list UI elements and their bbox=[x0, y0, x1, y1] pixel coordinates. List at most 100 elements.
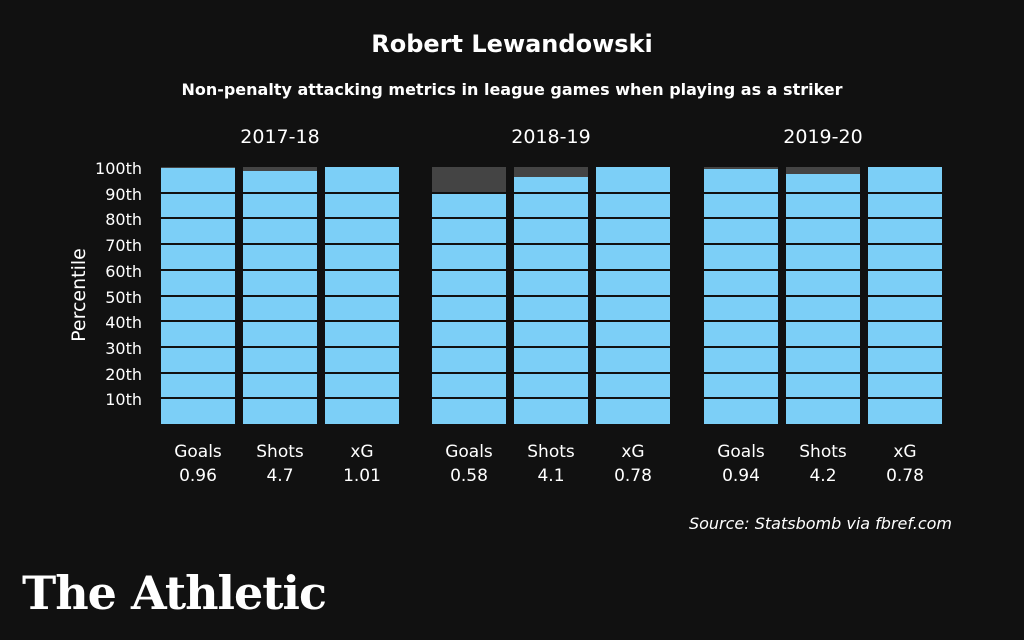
gridline bbox=[596, 320, 670, 323]
y-tick-label: 90th bbox=[105, 184, 142, 204]
gridline bbox=[704, 243, 778, 246]
gridline bbox=[514, 191, 588, 194]
source-note: Source: Statsbomb via fbref.com bbox=[688, 514, 952, 533]
gridline bbox=[325, 243, 399, 246]
bar-shots-2017-18 bbox=[243, 167, 317, 424]
gridline bbox=[243, 345, 317, 348]
chart-subtitle: Non-penalty attacking metrics in league … bbox=[181, 80, 843, 99]
metric-name: Shots bbox=[527, 442, 575, 462]
gridline bbox=[243, 371, 317, 374]
y-tick-label: 20th bbox=[105, 364, 142, 384]
gridline bbox=[704, 268, 778, 271]
bar-goals-2017-18 bbox=[161, 167, 235, 424]
y-tick-label: 50th bbox=[105, 287, 142, 307]
gridline bbox=[596, 268, 670, 271]
gridline bbox=[786, 345, 860, 348]
gridline bbox=[325, 371, 399, 374]
y-tick-label: 60th bbox=[105, 261, 142, 281]
gridline bbox=[868, 397, 942, 400]
bar-shots-2019-20 bbox=[786, 167, 860, 424]
gridline bbox=[868, 345, 942, 348]
gridline bbox=[243, 243, 317, 246]
gridline bbox=[325, 320, 399, 323]
the-athletic-logo: The Athletic bbox=[22, 566, 327, 620]
gridline bbox=[514, 243, 588, 246]
gridline bbox=[786, 191, 860, 194]
season-label: 2017-18 bbox=[240, 126, 320, 148]
bar-goals-2018-19 bbox=[432, 167, 506, 424]
gridline bbox=[325, 397, 399, 400]
gridline bbox=[704, 294, 778, 297]
gridline bbox=[432, 268, 506, 271]
gridline bbox=[432, 371, 506, 374]
gridline bbox=[243, 217, 317, 220]
metric-value: 0.96 bbox=[179, 466, 217, 486]
gridline bbox=[325, 345, 399, 348]
gridline bbox=[432, 294, 506, 297]
metric-value: 1.01 bbox=[343, 466, 381, 486]
gridline bbox=[704, 191, 778, 194]
gridline bbox=[596, 243, 670, 246]
gridline bbox=[786, 320, 860, 323]
gridline bbox=[786, 217, 860, 220]
gridline bbox=[325, 268, 399, 271]
bar-shots-2018-19 bbox=[514, 167, 588, 424]
gridline bbox=[786, 371, 860, 374]
bar-xg-2018-19 bbox=[596, 167, 670, 424]
metric-value: 0.94 bbox=[722, 466, 760, 486]
metric-name: xG bbox=[621, 442, 645, 462]
bar-fill bbox=[243, 170, 317, 424]
gridline bbox=[161, 294, 235, 297]
gridline bbox=[704, 217, 778, 220]
season-label: 2019-20 bbox=[783, 126, 863, 148]
gridline bbox=[432, 217, 506, 220]
gridline bbox=[432, 243, 506, 246]
gridline bbox=[161, 243, 235, 246]
gridline bbox=[868, 243, 942, 246]
gridline bbox=[514, 371, 588, 374]
gridline bbox=[161, 345, 235, 348]
y-tick-label: 80th bbox=[105, 210, 142, 230]
metric-name: Goals bbox=[174, 442, 222, 462]
metric-name: xG bbox=[893, 442, 917, 462]
gridline bbox=[786, 397, 860, 400]
metric-name: Shots bbox=[256, 442, 304, 462]
gridline bbox=[704, 397, 778, 400]
gridline bbox=[161, 217, 235, 220]
gridline bbox=[704, 320, 778, 323]
metric-value: 4.2 bbox=[809, 466, 837, 486]
gridline bbox=[514, 268, 588, 271]
gridline bbox=[432, 345, 506, 348]
gridline bbox=[868, 294, 942, 297]
gridline bbox=[786, 268, 860, 271]
chart-title: Robert Lewandowski bbox=[371, 30, 653, 58]
gridline bbox=[243, 191, 317, 194]
metric-value: 4.7 bbox=[266, 466, 294, 486]
gridline bbox=[514, 217, 588, 220]
gridline bbox=[432, 320, 506, 323]
gridline bbox=[325, 191, 399, 194]
y-tick-label: 40th bbox=[105, 313, 142, 333]
bar-fill bbox=[432, 192, 506, 424]
gridline bbox=[596, 397, 670, 400]
metric-name: Goals bbox=[717, 442, 765, 462]
gridline bbox=[243, 268, 317, 271]
metric-name: xG bbox=[350, 442, 374, 462]
metric-value: 4.1 bbox=[537, 466, 565, 486]
metric-name: Goals bbox=[445, 442, 493, 462]
y-tick-label: 70th bbox=[105, 236, 142, 256]
gridline bbox=[514, 320, 588, 323]
y-tick-label: 30th bbox=[105, 338, 142, 358]
gridline bbox=[432, 397, 506, 400]
y-tick-label: 100th bbox=[95, 159, 142, 178]
gridline bbox=[596, 217, 670, 220]
gridline bbox=[161, 397, 235, 400]
gridline bbox=[243, 320, 317, 323]
bar-xg-2019-20 bbox=[868, 167, 942, 424]
gridline bbox=[868, 217, 942, 220]
gridline bbox=[596, 345, 670, 348]
bar-fill bbox=[704, 169, 778, 424]
metric-value: 0.58 bbox=[450, 466, 488, 486]
gridline bbox=[325, 217, 399, 220]
gridline bbox=[704, 345, 778, 348]
